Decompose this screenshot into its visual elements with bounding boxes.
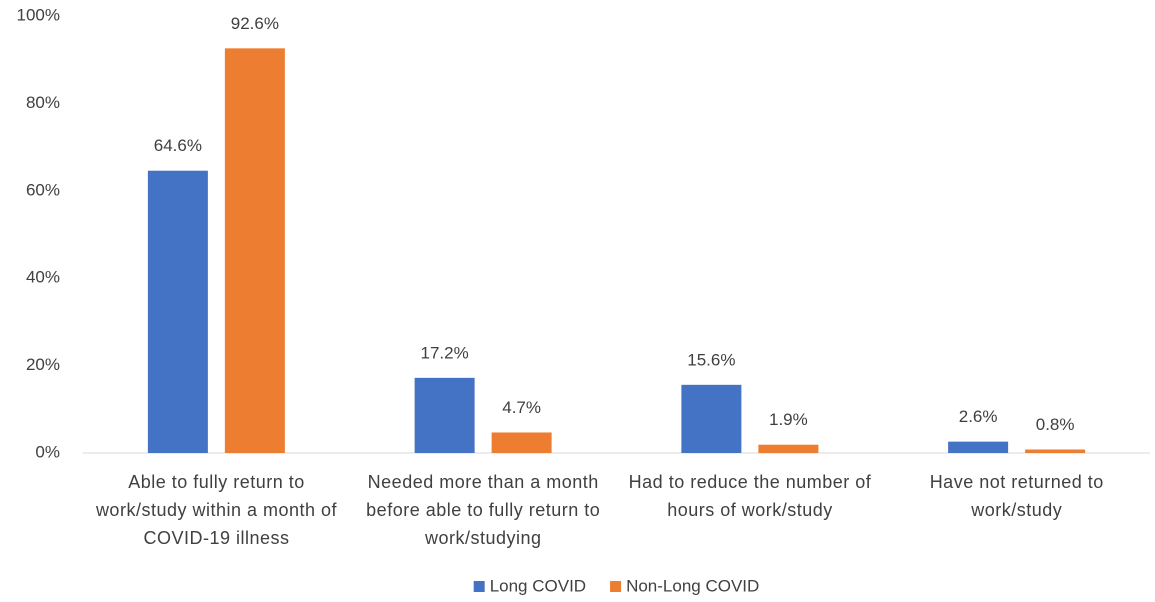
- data-label: 2.6%: [959, 407, 998, 426]
- x-tick-label: Needed more than a month before able to …: [366, 472, 601, 548]
- y-tick-label: 80%: [26, 93, 60, 112]
- data-label: 0.8%: [1036, 415, 1075, 434]
- x-tick-label: Had to reduce the number of hours of wor…: [628, 472, 872, 520]
- x-tick-label: Able to fully return to work/study withi…: [95, 472, 338, 548]
- legend-swatch: [473, 581, 485, 592]
- data-label: 64.6%: [154, 136, 202, 155]
- bar: [147, 170, 208, 453]
- data-label: 92.6%: [231, 14, 279, 33]
- y-tick-label: 100%: [17, 5, 60, 24]
- y-tick-label: 20%: [26, 355, 60, 374]
- bar: [414, 377, 475, 453]
- bar: [224, 48, 285, 453]
- bar: [681, 384, 742, 453]
- bar: [491, 432, 552, 453]
- legend-label: Long COVID: [490, 576, 586, 595]
- y-tick-label: 40%: [26, 268, 60, 287]
- y-tick-label: 0%: [35, 442, 60, 461]
- legend-swatch: [610, 581, 622, 592]
- bar: [1025, 449, 1086, 453]
- data-label: 1.9%: [769, 410, 808, 429]
- data-label: 4.7%: [502, 398, 541, 417]
- bar: [948, 441, 1009, 453]
- legend-label: Non-Long COVID: [626, 576, 759, 595]
- x-tick-label: Have not returned to work/study: [929, 472, 1104, 520]
- data-label: 17.2%: [421, 343, 469, 362]
- y-tick-label: 60%: [26, 180, 60, 199]
- data-label: 15.6%: [687, 350, 735, 369]
- bar: [758, 444, 819, 453]
